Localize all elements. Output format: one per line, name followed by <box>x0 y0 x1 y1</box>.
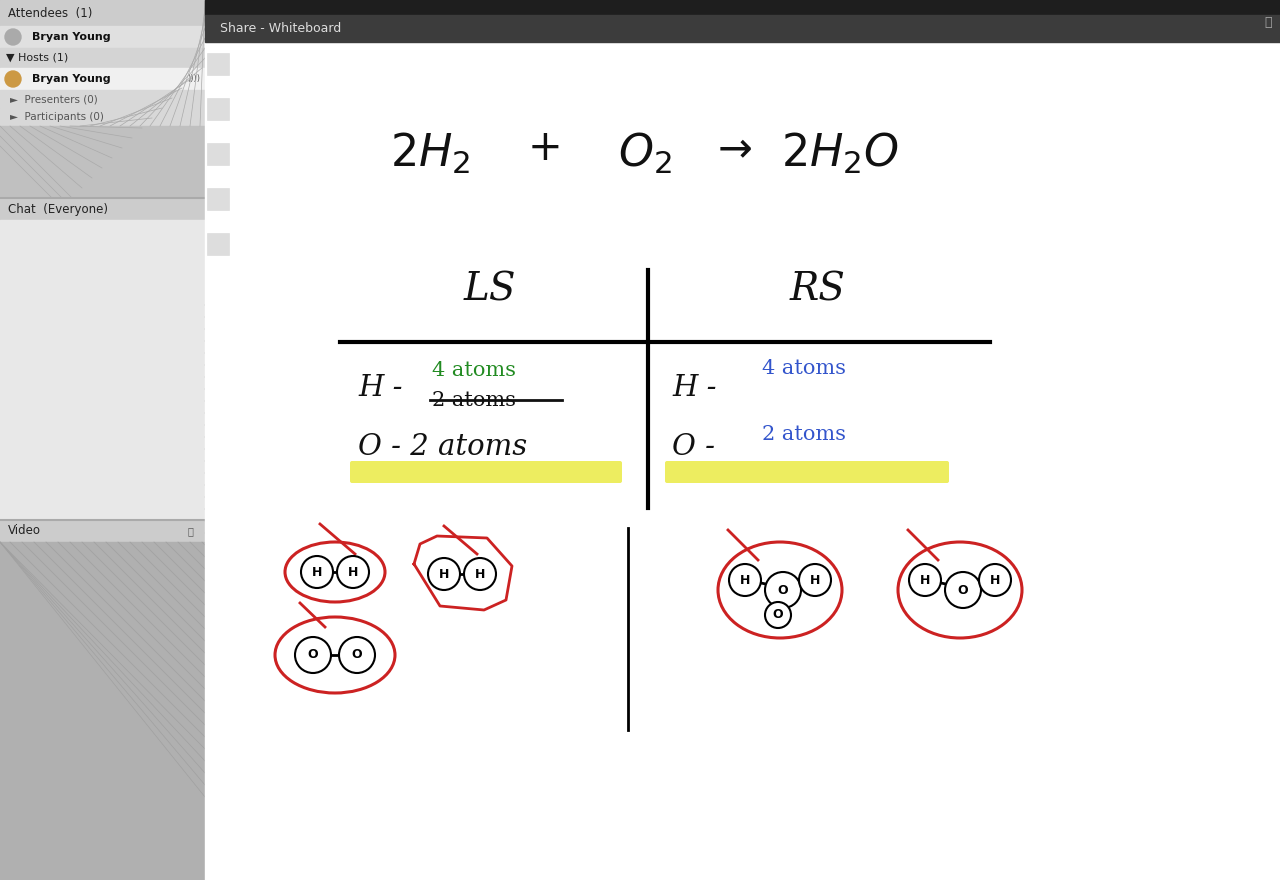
Bar <box>205 42 1280 880</box>
Circle shape <box>337 556 369 588</box>
Text: H: H <box>312 566 323 578</box>
Bar <box>207 233 229 255</box>
Circle shape <box>5 71 20 87</box>
Text: Bryan Young: Bryan Young <box>32 74 110 84</box>
Text: H: H <box>810 574 820 586</box>
Text: 2 atoms: 2 atoms <box>762 426 846 444</box>
Circle shape <box>339 637 375 673</box>
Text: Chat  (Everyone): Chat (Everyone) <box>8 202 108 216</box>
Text: O: O <box>778 583 788 597</box>
Text: 4 atoms: 4 atoms <box>433 361 516 379</box>
Circle shape <box>428 558 460 590</box>
Text: H: H <box>475 568 485 581</box>
Bar <box>0 108 205 126</box>
Text: O - 2 atoms: O - 2 atoms <box>358 433 527 461</box>
Text: ⬜: ⬜ <box>188 526 193 536</box>
Bar <box>0 220 205 520</box>
Circle shape <box>765 572 801 608</box>
Bar <box>0 0 205 880</box>
Text: 2 atoms: 2 atoms <box>433 391 516 409</box>
FancyBboxPatch shape <box>349 461 622 483</box>
Text: ▼ Hosts (1): ▼ Hosts (1) <box>6 53 68 63</box>
Bar <box>207 188 229 210</box>
Bar <box>0 68 205 90</box>
Text: H: H <box>989 574 1000 586</box>
Bar <box>0 198 205 220</box>
Circle shape <box>765 602 791 628</box>
Text: O: O <box>352 649 362 662</box>
Text: H: H <box>439 568 449 581</box>
Text: 4 atoms: 4 atoms <box>762 358 846 378</box>
Text: Attendees  (1): Attendees (1) <box>8 6 92 19</box>
Bar <box>0 542 205 880</box>
Bar <box>207 53 229 75</box>
Bar <box>0 126 205 198</box>
Circle shape <box>5 29 20 45</box>
Bar <box>0 26 205 48</box>
Circle shape <box>730 564 762 596</box>
Circle shape <box>301 556 333 588</box>
Bar <box>205 0 1280 15</box>
Text: ►  Participants (0): ► Participants (0) <box>10 112 104 122</box>
Text: $\rightarrow$: $\rightarrow$ <box>709 127 751 169</box>
Text: Bryan Young: Bryan Young <box>32 32 110 42</box>
Text: )))): )))) <box>187 75 200 84</box>
Text: Video: Video <box>8 524 41 538</box>
Text: H -: H - <box>358 374 402 402</box>
Circle shape <box>465 558 497 590</box>
Text: $2H_2$: $2H_2$ <box>390 130 470 176</box>
Bar <box>0 520 205 542</box>
Bar <box>207 143 229 165</box>
Text: O: O <box>773 608 783 621</box>
Bar <box>0 90 205 108</box>
Text: $2H_2O$: $2H_2O$ <box>781 130 899 176</box>
Bar <box>205 15 1280 42</box>
Bar <box>207 98 229 120</box>
Text: O -: O - <box>672 433 716 461</box>
Text: H: H <box>348 566 358 578</box>
Text: H: H <box>740 574 750 586</box>
Bar <box>0 0 205 26</box>
Text: O: O <box>957 583 968 597</box>
FancyBboxPatch shape <box>666 461 948 483</box>
Bar <box>0 126 205 198</box>
Text: ►  Presenters (0): ► Presenters (0) <box>10 94 97 104</box>
Text: +: + <box>527 127 562 169</box>
Text: $O_2$: $O_2$ <box>618 130 672 176</box>
Circle shape <box>979 564 1011 596</box>
Text: Share - Whiteboard: Share - Whiteboard <box>220 21 342 34</box>
Text: H -: H - <box>672 374 717 402</box>
Circle shape <box>945 572 980 608</box>
Circle shape <box>294 637 332 673</box>
Bar <box>0 48 205 68</box>
Text: ⤢: ⤢ <box>1265 16 1272 28</box>
Text: O: O <box>307 649 319 662</box>
Text: H: H <box>920 574 931 586</box>
Text: LS: LS <box>463 272 516 309</box>
Text: RS: RS <box>790 272 846 309</box>
Circle shape <box>909 564 941 596</box>
Circle shape <box>799 564 831 596</box>
